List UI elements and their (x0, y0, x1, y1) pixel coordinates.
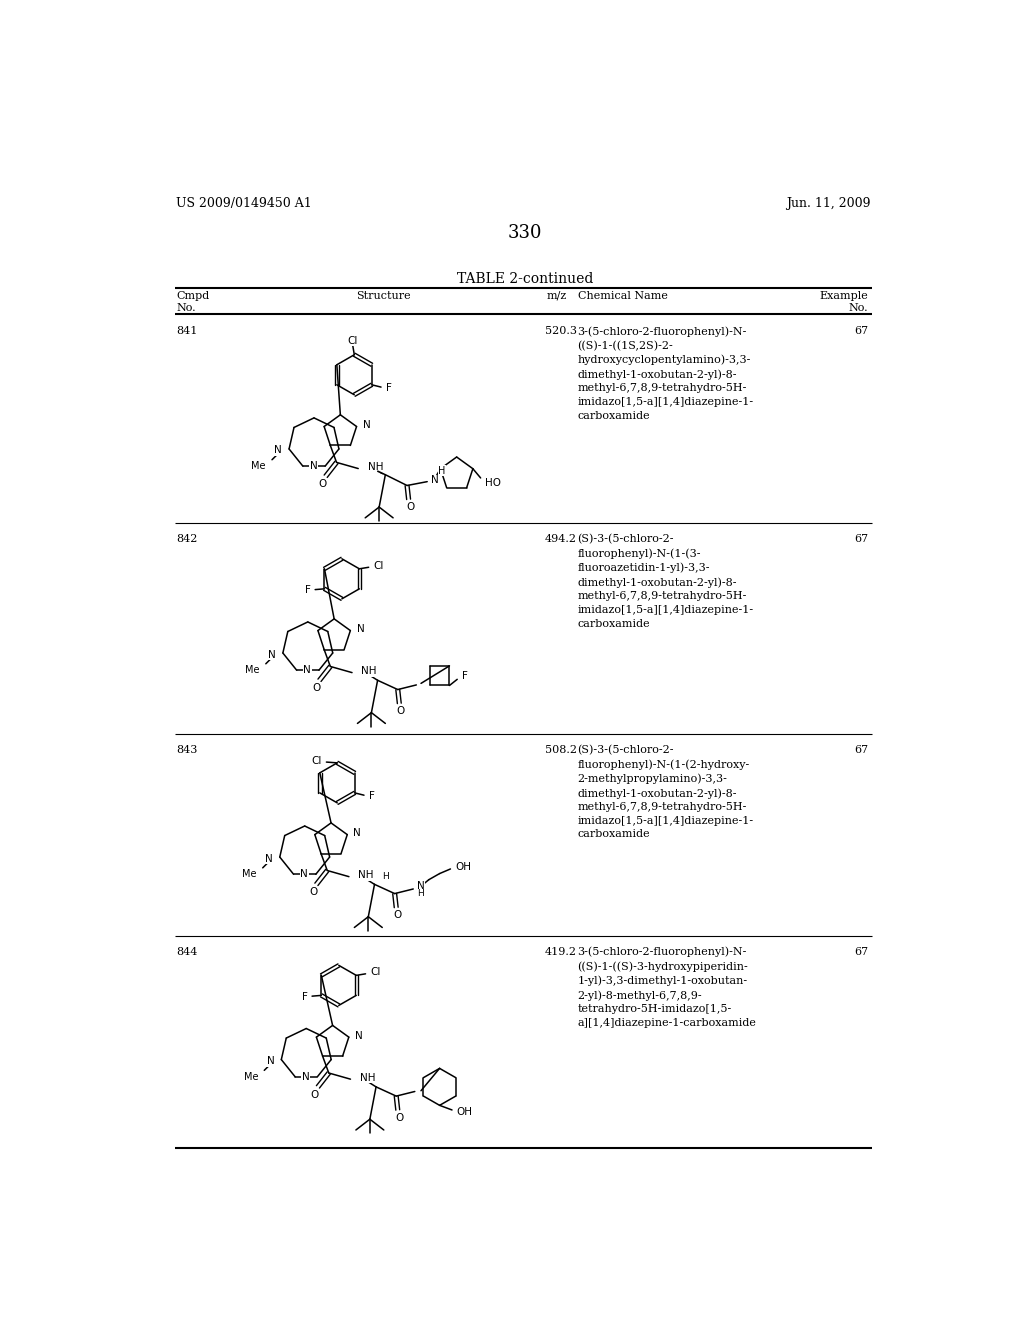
Text: 841: 841 (176, 326, 198, 337)
Text: N: N (362, 420, 371, 430)
Text: 843: 843 (176, 744, 198, 755)
Text: F: F (304, 585, 310, 595)
Text: Cl: Cl (374, 561, 384, 570)
Text: Cl: Cl (371, 968, 381, 977)
Text: Jun. 11, 2009: Jun. 11, 2009 (786, 197, 870, 210)
Text: OH: OH (455, 862, 471, 873)
Text: O: O (395, 1113, 403, 1123)
Text: NH: NH (368, 462, 383, 473)
Text: Structure: Structure (356, 290, 411, 301)
Text: 842: 842 (176, 535, 198, 544)
Text: 494.2: 494.2 (545, 535, 577, 544)
Text: 419.2: 419.2 (545, 946, 577, 957)
Text: Example
No.: Example No. (819, 290, 868, 313)
Text: 520.3: 520.3 (545, 326, 577, 337)
Text: 844: 844 (176, 946, 198, 957)
Text: Me: Me (251, 461, 266, 471)
Text: F: F (386, 383, 391, 393)
Text: N: N (265, 854, 272, 863)
Text: HO: HO (485, 478, 502, 487)
Text: US 2009/0149450 A1: US 2009/0149450 A1 (176, 197, 311, 210)
Text: m/z: m/z (547, 290, 566, 301)
Text: O: O (396, 706, 404, 717)
Text: N: N (266, 1056, 274, 1067)
Text: 3-(5-chloro-2-fluorophenyl)-N-
((S)-1-((S)-3-hydroxypiperidin-
1-yl)-3,3-dimethy: 3-(5-chloro-2-fluorophenyl)-N- ((S)-1-((… (578, 946, 757, 1028)
Text: 67: 67 (854, 946, 868, 957)
Text: H: H (417, 890, 424, 898)
Text: F: F (369, 791, 375, 801)
Text: N: N (268, 649, 275, 660)
Text: N: N (355, 1031, 362, 1040)
Text: Me: Me (244, 1072, 258, 1081)
Text: N: N (353, 828, 361, 838)
Text: O: O (310, 1089, 318, 1100)
Text: H: H (382, 873, 389, 882)
Text: O: O (393, 911, 401, 920)
Text: O: O (407, 502, 415, 512)
Text: 3-(5-chloro-2-fluorophenyl)-N-
((S)-1-((1S,2S)-2-
hydroxycyclopentylamino)-3,3-
: 3-(5-chloro-2-fluorophenyl)-N- ((S)-1-((… (578, 326, 754, 421)
Text: (S)-3-(5-chloro-2-
fluorophenyl)-N-(1-(3-
fluoroazetidin-1-yl)-3,3-
dimethyl-1-o: (S)-3-(5-chloro-2- fluorophenyl)-N-(1-(3… (578, 535, 754, 628)
Text: N: N (431, 475, 439, 486)
Text: 330: 330 (508, 224, 542, 242)
Text: F: F (462, 672, 468, 681)
Text: N: N (309, 461, 317, 471)
Text: N: N (274, 445, 282, 455)
Text: NH: NH (358, 870, 374, 880)
Text: NH: NH (359, 1073, 375, 1082)
Text: Cl: Cl (347, 335, 358, 346)
Text: H: H (438, 466, 445, 477)
Text: N: N (300, 870, 308, 879)
Text: F: F (301, 991, 307, 1002)
Text: Chemical Name: Chemical Name (578, 290, 668, 301)
Text: 508.2: 508.2 (545, 744, 577, 755)
Text: N: N (356, 624, 365, 634)
Text: (S)-3-(5-chloro-2-
fluorophenyl)-N-(1-(2-hydroxy-
2-methylpropylamino)-3,3-
dime: (S)-3-(5-chloro-2- fluorophenyl)-N-(1-(2… (578, 744, 754, 840)
Text: O: O (318, 479, 327, 488)
Text: Cl: Cl (311, 756, 322, 767)
Text: Me: Me (245, 665, 260, 675)
Text: NH: NH (361, 667, 377, 676)
Text: OH: OH (457, 1106, 473, 1117)
Text: O: O (309, 887, 317, 898)
Text: N: N (303, 665, 311, 676)
Text: 67: 67 (854, 535, 868, 544)
Text: N: N (302, 1072, 309, 1082)
Text: O: O (312, 682, 321, 693)
Text: TABLE 2-continued: TABLE 2-continued (457, 272, 593, 286)
Text: N: N (417, 880, 425, 891)
Text: 67: 67 (854, 326, 868, 337)
Text: Cmpd
No.: Cmpd No. (176, 290, 209, 313)
Text: Me: Me (242, 869, 257, 879)
Text: 67: 67 (854, 744, 868, 755)
